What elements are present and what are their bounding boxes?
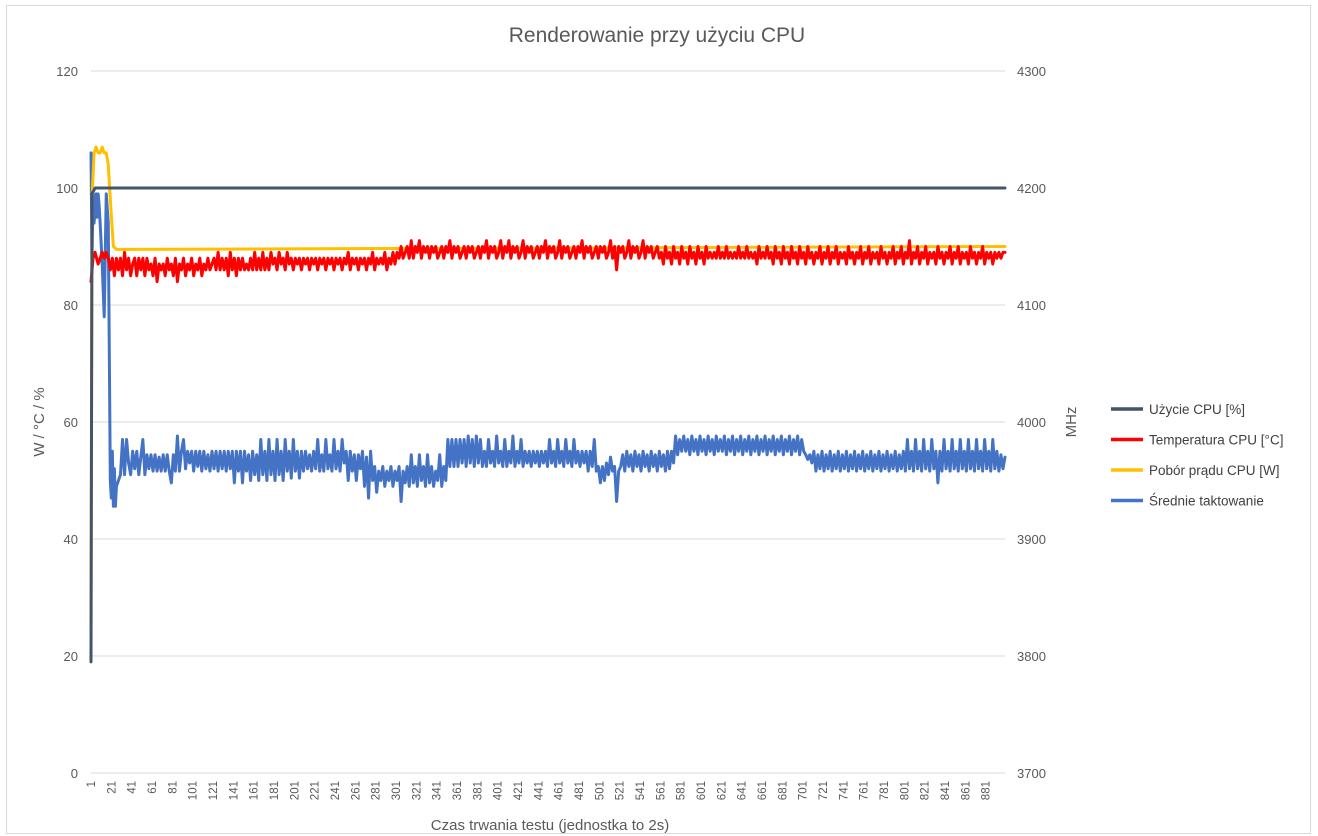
x-tick-label: 441 [533,781,545,800]
x-tick-label: 641 [737,781,749,800]
series-lines [89,145,1007,664]
x-tick-label: 701 [798,781,810,800]
x-tick-label: 361 [452,781,464,800]
legend-label: Pobór prądu CPU [W] [1149,463,1280,478]
x-tick-label: 541 [635,781,647,800]
x-tick-label: 801 [899,781,911,800]
x-tick-label: 621 [716,781,728,800]
x-tick-label: 601 [696,781,708,800]
gridlines [91,70,1005,657]
y-left-tick-label: 20 [64,649,78,664]
legend-label: Użycie CPU [%] [1149,402,1245,417]
x-tick-label: 241 [330,781,342,800]
y-axis-left-title: W / °C / % [31,387,48,456]
x-tick-label: 761 [859,781,871,800]
y-left-tick-label: 60 [64,415,78,430]
x-tick-label: 201 [289,781,301,800]
y-right-tick-label: 4200 [1017,181,1046,196]
y-axis-left-ticks: 0 20 40 60 80 100 120 [56,64,78,781]
y-left-tick-label: 120 [56,64,78,79]
y-left-tick-label: 100 [56,181,78,196]
x-tick-label: 141 [228,781,240,800]
y-left-tick-label: 0 [71,766,78,781]
y-right-tick-label: 4100 [1017,298,1046,313]
chart-title: Renderowanie przy użyciu CPU [509,24,805,47]
chart-frame [6,5,1311,834]
x-tick-label: 81 [167,781,179,794]
x-tick-label: 501 [594,781,606,800]
legend: Użycie CPU [%] Temperatura CPU [°C] Pobór … [1111,402,1283,509]
x-tick-label: 461 [554,781,566,800]
y-right-tick-label: 3700 [1017,766,1046,781]
x-tick-label: 101 [188,781,200,800]
series-line-2 [89,145,1007,629]
x-tick-label: 121 [208,781,220,800]
x-tick-label: 181 [269,781,281,800]
x-axis-ticks: 1 21 41 61 81 101 121 141 161 181 201 221 241 261 281 3… [86,781,993,800]
legend-label: Średnie taktowanie [1149,494,1264,509]
x-tick-label: 581 [676,781,688,800]
x-tick-label: 41 [127,781,139,794]
x-tick-label: 381 [472,781,484,800]
y-right-tick-label: 3900 [1017,532,1046,547]
y-right-tick-label: 3800 [1017,649,1046,664]
x-axis-title: Czas trwania testu (jednostka to 2s) [431,817,669,834]
x-tick-label: 841 [940,781,952,800]
x-tick-label: 301 [391,781,403,800]
x-tick-label: 821 [920,781,932,800]
y-left-tick-label: 80 [64,298,78,313]
x-tick-label: 781 [879,781,891,800]
y-right-tick-label: 4300 [1017,64,1046,79]
x-tick-label: 341 [432,781,444,800]
x-tick-label: 261 [350,781,362,800]
x-tick-label: 661 [757,781,769,800]
x-tick-label: 521 [615,781,627,800]
x-tick-label: 881 [981,781,993,800]
x-tick-label: 681 [777,781,789,800]
x-tick-label: 861 [960,781,972,800]
x-tick-label: 281 [371,781,383,800]
x-tick-label: 721 [818,781,830,800]
x-tick-label: 61 [147,781,159,794]
x-tick-label: 161 [249,781,261,800]
x-tick-label: 1 [86,781,98,787]
y-left-tick-label: 40 [64,532,78,547]
x-tick-label: 221 [310,781,322,800]
series-line-0 [89,186,1007,664]
y-axis-right-title: MHz [1063,407,1080,438]
x-tick-label: 561 [655,781,667,800]
y-right-tick-label: 4000 [1017,415,1046,430]
x-tick-label: 21 [106,781,118,794]
x-tick-label: 321 [411,781,423,800]
legend-label: Temperatura CPU [°C] [1149,433,1283,448]
series-line-3 [89,151,1007,508]
series-line-1 [89,239,1007,284]
x-tick-label: 481 [574,781,586,800]
x-tick-label: 421 [513,781,525,800]
x-tick-label: 401 [493,781,505,800]
y-axis-right-ticks: 3700 3800 3900 4000 4100 4200 4300 [1017,64,1046,781]
x-tick-label: 741 [838,781,850,800]
